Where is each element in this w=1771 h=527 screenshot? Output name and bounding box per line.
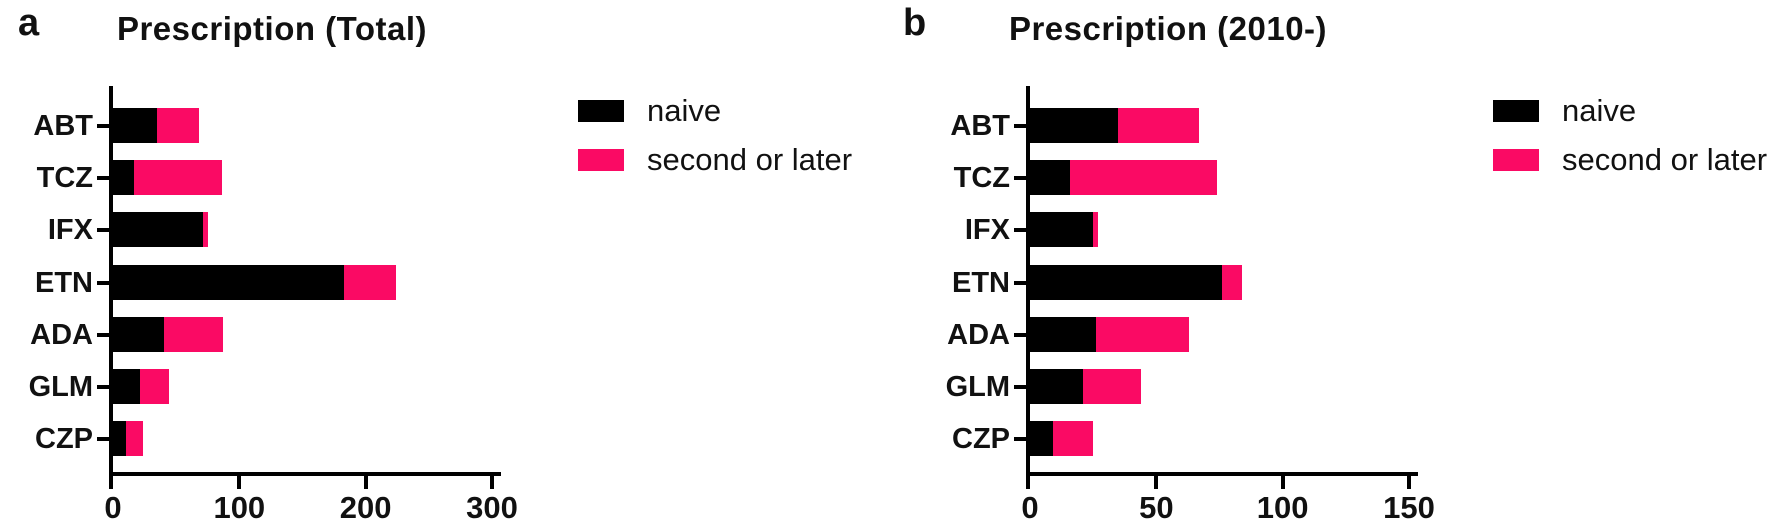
bar-segment-second-or-later xyxy=(1052,421,1094,456)
legend-swatch-naive xyxy=(578,100,624,122)
y-axis xyxy=(109,86,113,476)
category-label: ABT xyxy=(33,109,93,142)
legend-label-naive: naive xyxy=(647,93,722,128)
bar-segment-second-or-later xyxy=(1118,108,1200,143)
x-tick xyxy=(1407,476,1411,489)
y-axis xyxy=(1026,86,1030,476)
legend-entry-second-or-later: second or later xyxy=(1493,142,1767,177)
x-tick xyxy=(1026,476,1030,489)
category-tick xyxy=(1014,123,1026,128)
category-tick xyxy=(1014,175,1026,180)
legend-entry-second-or-later: second or later xyxy=(578,142,852,177)
bar-segment-second-or-later xyxy=(1093,212,1099,247)
bar-segment-second-or-later xyxy=(134,160,222,195)
category-label: TCZ xyxy=(953,161,1010,194)
legend-entry-naive: naive xyxy=(1493,93,1767,128)
bar-segment-naive xyxy=(113,212,203,247)
category-label: GLM xyxy=(945,370,1010,403)
category-tick xyxy=(97,280,109,285)
category-label: ABT xyxy=(950,109,1010,142)
category-label: IFX xyxy=(47,213,93,246)
bar-segment-second-or-later xyxy=(163,317,223,352)
category-label: CZP xyxy=(952,422,1010,455)
x-tick xyxy=(109,476,113,489)
x-axis xyxy=(109,472,501,476)
category-label: IFX xyxy=(964,213,1010,246)
x-tick-label: 50 xyxy=(1139,490,1174,525)
x-tick-label: 0 xyxy=(104,490,122,525)
bar-segment-naive xyxy=(1030,212,1094,247)
x-axis xyxy=(1026,472,1418,476)
bar-segment-naive xyxy=(113,265,345,300)
x-tick-label: 100 xyxy=(213,490,266,525)
category-label: TCZ xyxy=(36,161,93,194)
legend-swatch-second-or-later xyxy=(578,149,624,171)
bar-segment-second-or-later xyxy=(1083,369,1142,404)
bar-segment-second-or-later xyxy=(1095,317,1190,352)
x-tick xyxy=(1280,476,1285,489)
bar-segment-second-or-later xyxy=(1222,265,1243,300)
bar-segment-naive xyxy=(113,160,135,195)
x-tick-label: 200 xyxy=(339,490,392,525)
category-label: ETN xyxy=(952,266,1010,299)
category-tick xyxy=(97,123,109,128)
category-tick xyxy=(97,332,109,337)
bar-segment-naive xyxy=(1030,108,1119,143)
bar-segment-naive xyxy=(113,421,126,456)
x-tick xyxy=(363,476,368,489)
bar-segment-naive xyxy=(113,108,158,143)
bar-segment-second-or-later xyxy=(157,108,199,143)
category-tick xyxy=(97,175,109,180)
bar-segment-second-or-later xyxy=(344,265,396,300)
bar-segment-second-or-later xyxy=(202,212,208,247)
category-label: ADA xyxy=(30,318,93,351)
bar-segment-naive xyxy=(1030,160,1071,195)
x-tick xyxy=(237,476,242,489)
legend-b: naive second or later xyxy=(1493,93,1767,198)
panel-letter-a: a xyxy=(18,2,40,44)
x-tick-label: 0 xyxy=(1021,490,1039,525)
x-tick-label: 100 xyxy=(1256,490,1309,525)
category-tick xyxy=(1014,436,1026,441)
legend-entry-naive: naive xyxy=(578,93,852,128)
bar-segment-naive xyxy=(1030,317,1096,352)
category-tick xyxy=(1014,280,1026,285)
bar-segment-second-or-later xyxy=(1070,160,1217,195)
category-tick xyxy=(97,227,109,232)
bar-segment-naive xyxy=(1030,421,1053,456)
bar-segment-second-or-later xyxy=(139,369,169,404)
legend-swatch-naive xyxy=(1493,100,1539,122)
x-tick xyxy=(1154,476,1159,489)
legend-label-naive: naive xyxy=(1562,93,1637,128)
legend-label-second-or-later: second or later xyxy=(647,142,853,177)
bar-segment-naive xyxy=(1030,265,1223,300)
bar-segment-naive xyxy=(1030,369,1084,404)
category-tick xyxy=(1014,332,1026,337)
bar-segment-naive xyxy=(113,369,140,404)
x-tick-label: 300 xyxy=(466,490,518,525)
x-tick xyxy=(490,476,494,489)
category-label: GLM xyxy=(28,370,93,403)
x-tick-label: 150 xyxy=(1383,490,1435,525)
legend-a: naive second or later xyxy=(578,93,852,198)
legend-label-second-or-later: second or later xyxy=(1562,142,1768,177)
category-tick xyxy=(1014,384,1026,389)
category-tick xyxy=(1014,227,1026,232)
category-label: CZP xyxy=(35,422,93,455)
category-tick xyxy=(97,436,109,441)
panel-title-a: Prescription (Total) xyxy=(116,10,428,47)
category-label: ADA xyxy=(947,318,1010,351)
category-tick xyxy=(97,384,109,389)
bar-segment-second-or-later xyxy=(125,421,144,456)
panel-letter-b: b xyxy=(903,2,927,44)
bar-segment-naive xyxy=(113,317,164,352)
panel-title-b: Prescription (2010-) xyxy=(1008,10,1328,47)
legend-swatch-second-or-later xyxy=(1493,149,1539,171)
category-label: ETN xyxy=(35,266,93,299)
